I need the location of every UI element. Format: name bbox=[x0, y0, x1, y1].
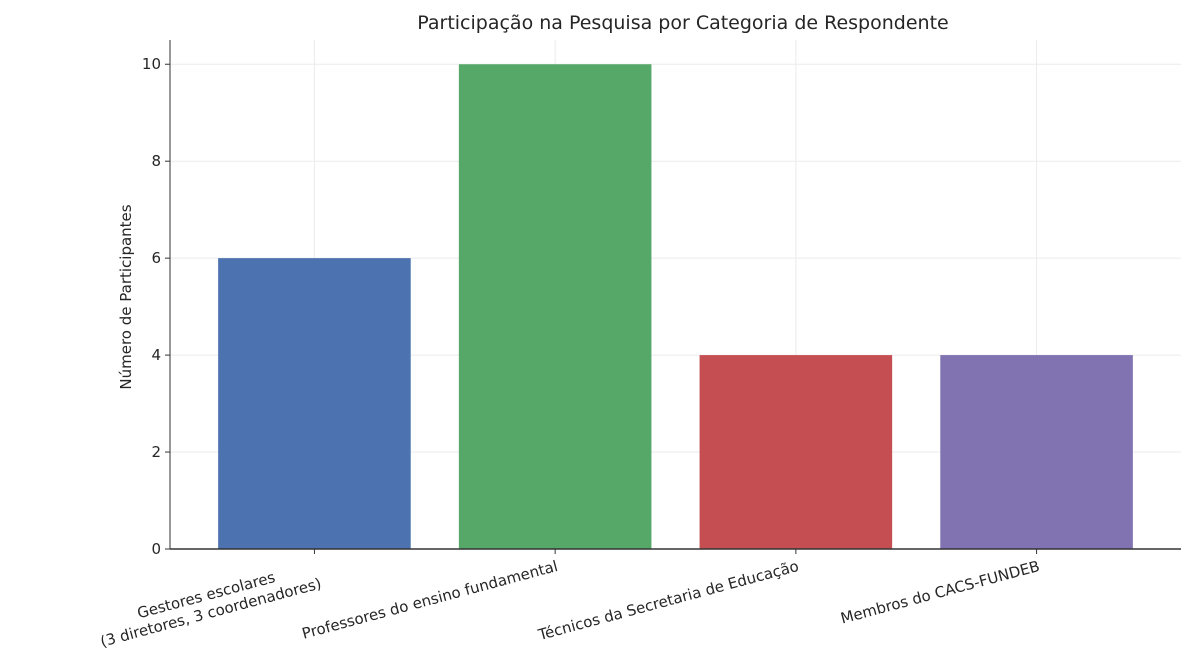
bar bbox=[458, 64, 652, 549]
y-tick-label: 6 bbox=[151, 249, 161, 267]
bar bbox=[940, 355, 1133, 549]
y-tick-label: 8 bbox=[151, 152, 161, 170]
y-axis-label: Número de Participantes bbox=[117, 204, 135, 389]
bar bbox=[218, 258, 411, 549]
y-tick-label: 2 bbox=[151, 443, 161, 461]
bar bbox=[699, 355, 893, 549]
y-tick-label: 0 bbox=[151, 540, 161, 558]
y-tick-label: 10 bbox=[142, 55, 161, 73]
chart-title: Participação na Pesquisa por Categoria d… bbox=[417, 12, 948, 34]
y-tick-label: 4 bbox=[151, 346, 161, 364]
